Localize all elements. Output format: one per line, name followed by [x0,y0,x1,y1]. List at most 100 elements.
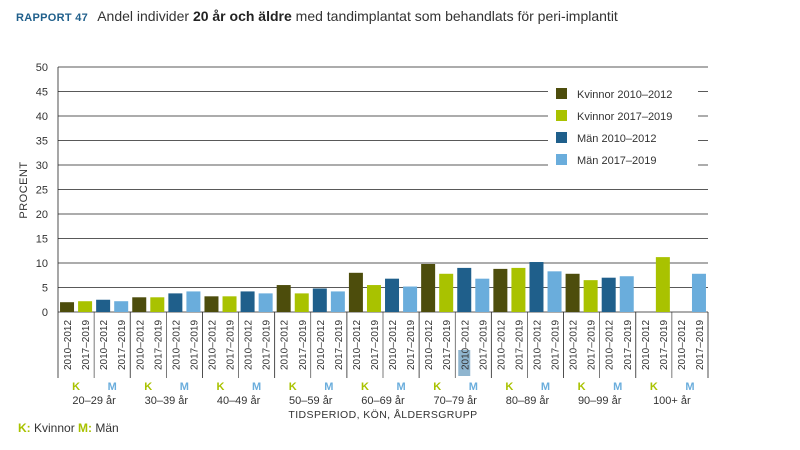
bar [619,276,634,312]
bar [348,272,363,312]
bar [114,301,129,312]
bar [565,273,580,312]
period-label: 2017–2019 [81,320,92,370]
y-tick-label: 5 [42,283,48,295]
y-axis-label: PROCENT [18,161,30,218]
bar [421,263,436,312]
sex-label-m: M [180,381,189,393]
footnote-k-text: Kvinnor [34,421,75,435]
bar [276,285,291,312]
y-tick-label: 50 [36,62,48,74]
period-label: 2010–2012 [388,320,399,370]
sex-label-k: K [505,381,513,393]
category-label: 40–49 år [217,395,261,407]
legend-swatch [556,154,567,165]
period-label: 2017–2019 [406,320,417,370]
bar [529,262,544,312]
sex-label-m: M [324,381,333,393]
sex-label-k: K [650,381,658,393]
period-label: 2017–2019 [226,320,237,370]
bar [547,271,562,312]
category-label: 60–69 år [361,395,405,407]
sex-label-m: M [396,381,405,393]
y-tick-label: 40 [36,111,48,123]
legend-swatch [556,110,567,121]
bar [583,280,598,312]
period-label: 2010–2012 [207,320,218,370]
sex-label-m: M [613,381,622,393]
period-label: 2010–2012 [171,320,182,370]
sex-label-k: K [361,381,369,393]
bar [96,299,111,312]
bar [150,297,165,312]
bar [330,291,345,312]
chart-title: RAPPORT 47 Andel individer 20 år och äld… [16,8,618,24]
period-label: 2017–2019 [262,320,273,370]
period-label: 2017–2019 [370,320,381,370]
sex-label-m: M [685,381,694,393]
bar [457,267,472,312]
sex-label-k: K [578,381,586,393]
period-label: 2010–2012 [352,320,363,370]
sex-label-m: M [252,381,261,393]
y-tick-label: 35 [36,136,48,148]
period-label: 2017–2019 [514,320,525,370]
bar [439,273,454,312]
y-tick-label: 10 [36,258,48,270]
bar [385,278,400,312]
legend-label: Män 2010–2012 [577,133,657,145]
footnote-m-text: Män [95,421,119,435]
bar [294,293,309,312]
category-label: 50–59 år [289,395,333,407]
bar [475,278,490,312]
sex-label-k: K [144,381,152,393]
legend-swatch [556,132,567,143]
period-label: 2017–2019 [659,320,670,370]
bar [186,291,201,312]
bar [78,301,93,312]
bar [132,297,147,312]
period-label: 2010–2012 [135,320,146,370]
period-label: 2010–2012 [424,320,435,370]
period-label: 2010–2012 [532,320,543,370]
sex-label-k: K [433,381,441,393]
legend-swatch [556,88,567,99]
bar [493,268,508,312]
period-label: 2010–2012 [641,320,652,370]
bar [403,286,418,312]
y-tick-label: 15 [36,234,48,246]
period-label: 2010–2012 [244,320,255,370]
y-tick-label: 25 [36,185,48,197]
period-label: 2017–2019 [189,320,200,370]
bar [511,267,526,312]
sex-label-m: M [108,381,117,393]
bar [168,293,183,312]
bar [655,257,670,312]
bar [366,285,381,312]
category-label: 100+ år [653,395,691,407]
title-text-bold: 20 år och äldre [192,8,292,24]
report-tag: RAPPORT 47 [16,12,89,24]
y-tick-label: 20 [36,209,48,221]
bar [60,302,75,312]
period-label: 2010–2012 [605,320,616,370]
category-label: 90–99 år [578,395,622,407]
title-text-2: med tandimplantat som behandlats för per… [295,8,618,24]
period-label: 2010–2012 [99,320,110,370]
period-label: 2010–2012 [280,320,291,370]
bar [240,291,255,312]
sex-label-m: M [541,381,550,393]
bar [204,296,219,312]
period-label: 2017–2019 [334,320,345,370]
bar-chart: 0 5 10 15 20 25 30 35 40 45 50 PROCENT 2010–2012 2017… [18,62,709,420]
period-label: 2017–2019 [695,320,706,370]
period-label: 2010–2012 [677,320,688,370]
y-tick-label: 0 [42,307,48,319]
period-label: 2010–2012 [316,320,327,370]
sex-label-m: M [469,381,478,393]
period-label: 2010–2012 [460,320,471,370]
legend-label: Män 2017–2019 [577,155,657,167]
period-label: 2010–2012 [496,320,507,370]
x-axis-label: TIDSPERIOD, KÖN, ÅLDERSGRUPP [288,408,477,420]
sex-label-k: K [72,381,80,393]
